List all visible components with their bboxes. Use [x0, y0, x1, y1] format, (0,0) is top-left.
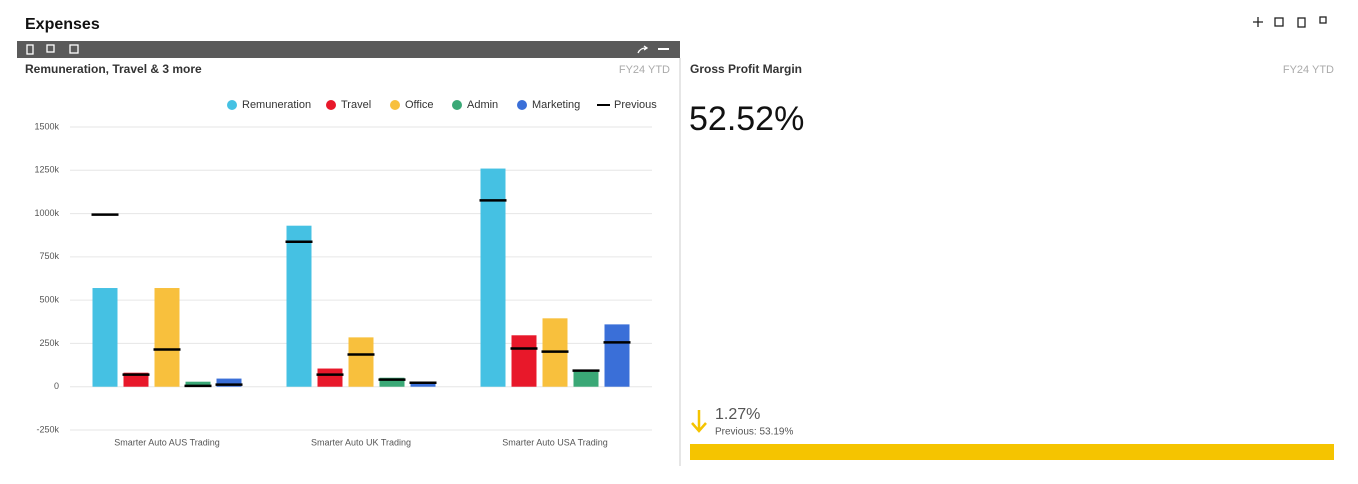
legend-marker [227, 100, 237, 110]
copy-icon[interactable] [1319, 16, 1327, 24]
legend-label: Travel [341, 99, 371, 111]
toolbar-icons [26, 44, 669, 55]
legend-label: Admin [467, 99, 498, 111]
y-tick-label: 250k [39, 338, 59, 348]
bar [123, 372, 149, 387]
y-tick-label: 500k [39, 295, 59, 305]
y-tick-label: 0 [54, 381, 59, 391]
y-tick-label: 1000k [34, 208, 59, 218]
chart: -250k 0 250k 500k 750k 1000k 1250k 1500k Remuner… [34, 99, 657, 447]
x-tick-label: Smarter Auto AUS Trading [114, 437, 220, 447]
x-tick-label: Smarter Auto UK Trading [311, 437, 411, 447]
bar [154, 288, 180, 387]
bar [185, 381, 211, 387]
bar [410, 382, 436, 387]
panel-title: Remuneration, Travel & 3 more [25, 62, 202, 76]
legend-label: Remuneration [242, 99, 311, 111]
kpi-change: 1.27% [715, 406, 760, 423]
panel-period: FY24 YTD [619, 64, 670, 76]
legend-label: Previous [614, 99, 657, 111]
bar [480, 168, 506, 387]
move-icon[interactable] [1253, 17, 1263, 27]
legend-marker [390, 100, 400, 110]
kpi-title: Gross Profit Margin [690, 62, 802, 76]
y-tick-label: 1250k [34, 165, 59, 175]
kpi-previous: Previous: 53.19% [715, 427, 793, 438]
bar [573, 371, 599, 387]
legend-label: Marketing [532, 99, 580, 111]
bar [604, 324, 630, 387]
edit-icon[interactable] [1274, 17, 1284, 27]
bar [317, 368, 343, 387]
kpi-bar [690, 444, 1334, 460]
y-tick-label: -250k [36, 424, 59, 434]
legend-marker [326, 100, 336, 110]
y-tick-label: 750k [39, 251, 59, 261]
y-tick-label: 1500k [34, 121, 59, 131]
kpi-period: FY24 YTD [1283, 64, 1334, 76]
kpi-value: 52.52% [689, 100, 804, 138]
legend-label: Office [405, 99, 434, 111]
top-icons [1253, 16, 1327, 28]
legend-marker [452, 100, 462, 110]
bar [511, 335, 537, 387]
bar [379, 377, 405, 387]
bar [348, 337, 374, 387]
bar [286, 225, 312, 387]
x-tick-label: Smarter Auto USA Trading [502, 437, 608, 447]
delete-icon[interactable] [26, 44, 34, 55]
page-title: Expenses [25, 16, 100, 33]
down-arrow [691, 410, 707, 433]
legend-marker [517, 100, 527, 110]
edit-icon[interactable] [69, 44, 79, 54]
copy-icon[interactable] [46, 44, 55, 53]
share-icon[interactable] [637, 45, 649, 54]
panel-toolbar [17, 41, 680, 58]
delete-icon[interactable] [1297, 17, 1306, 28]
bar [216, 378, 242, 387]
bar [92, 288, 118, 387]
